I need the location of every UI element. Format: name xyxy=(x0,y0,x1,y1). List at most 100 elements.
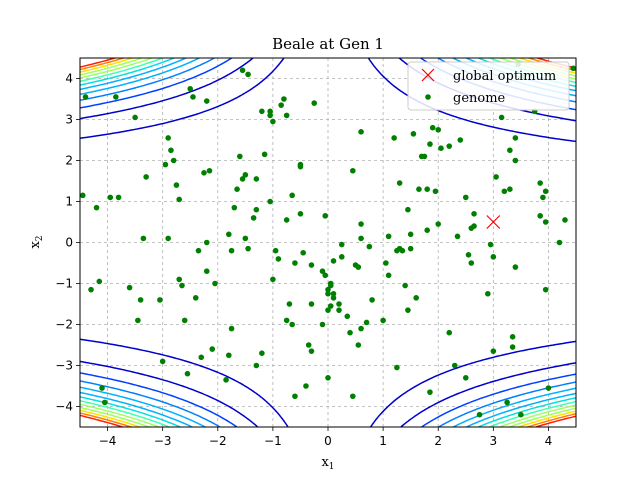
x-tick-label: 4 xyxy=(545,434,553,448)
genome-point xyxy=(327,303,334,309)
genome-point xyxy=(391,135,397,141)
genome-point xyxy=(358,325,364,332)
y-tick-label: −4 xyxy=(55,400,73,414)
genome-point xyxy=(270,276,276,283)
genome-point xyxy=(245,71,251,78)
genome-point xyxy=(187,85,194,92)
axis-ticks: −4 −3 −2 −1 0 1 2 3 4 −4 −3 −2 −1 0 1 2 3 4 xyxy=(55,72,552,449)
y-tick-label: 3 xyxy=(65,113,73,127)
genome-point xyxy=(206,167,213,174)
genome-point xyxy=(135,317,141,324)
x-tick-label: 0 xyxy=(324,434,332,448)
genome-point xyxy=(432,188,439,195)
genome-point xyxy=(325,290,331,297)
genome-point xyxy=(162,161,169,168)
x-tick-label: −3 xyxy=(154,434,172,448)
y-tick-label: 0 xyxy=(65,236,73,250)
genome-point xyxy=(468,260,475,266)
genome-point xyxy=(242,172,249,178)
x-tick-label: −1 xyxy=(264,434,282,448)
genome-point xyxy=(325,307,331,313)
genome-point xyxy=(283,317,290,324)
genome-point xyxy=(226,352,232,359)
genome-point xyxy=(330,295,337,301)
genome-point xyxy=(509,334,516,340)
genome-point xyxy=(234,186,240,192)
genome-point xyxy=(283,217,290,223)
genome-point xyxy=(369,297,375,303)
genome-point xyxy=(344,313,351,320)
optimum-marker-group xyxy=(486,215,501,229)
genome-point xyxy=(212,280,218,287)
genome-point xyxy=(487,241,494,248)
genome-point xyxy=(358,221,364,227)
legend-optimum-x-icon xyxy=(421,68,435,82)
genome-point xyxy=(82,94,89,100)
genome-point xyxy=(231,204,238,211)
genome-point xyxy=(115,194,122,201)
genome-point xyxy=(228,247,235,254)
genome-point xyxy=(237,153,243,160)
genome-point xyxy=(457,137,464,143)
genome-point xyxy=(286,301,293,307)
genome-point xyxy=(410,131,417,137)
x-tick-label: 3 xyxy=(490,434,498,448)
genome-point xyxy=(192,295,199,301)
genome-point xyxy=(507,147,513,154)
genome-point xyxy=(366,243,373,250)
genome-point xyxy=(253,206,260,213)
genome-point xyxy=(107,194,114,201)
genome-point xyxy=(157,297,163,303)
legend-box xyxy=(407,61,570,111)
genome-point xyxy=(132,114,138,121)
x-tick-label: −2 xyxy=(209,434,227,448)
legend-label-optimum: global optimum xyxy=(453,69,556,84)
genome-point xyxy=(451,362,458,369)
genome-point xyxy=(203,98,210,104)
genome-point xyxy=(358,129,364,135)
x-tick-label: −4 xyxy=(99,434,117,448)
genome-point xyxy=(427,389,433,395)
genome-point xyxy=(435,221,442,227)
genome-point xyxy=(184,370,191,377)
genome-point xyxy=(165,135,171,141)
genome-point xyxy=(253,176,260,182)
genome-point xyxy=(542,286,549,293)
y-tick-label: −3 xyxy=(55,359,73,373)
genome-point xyxy=(319,268,326,275)
genome-point xyxy=(239,176,246,182)
genome-point xyxy=(501,188,508,195)
genome-point xyxy=(283,112,290,119)
genome-point xyxy=(261,151,268,158)
optimum-stroke xyxy=(486,215,501,229)
genome-point xyxy=(96,278,103,285)
genome-point xyxy=(485,290,491,297)
genome-point xyxy=(562,217,568,223)
genome-point xyxy=(498,114,505,121)
genome-point xyxy=(350,167,356,174)
genome-point xyxy=(512,157,519,164)
genome-point xyxy=(542,219,549,225)
y-tick-label: 1 xyxy=(65,195,73,209)
genome-point xyxy=(537,180,543,186)
genome-point xyxy=(239,67,246,74)
genome-point xyxy=(380,317,386,324)
x-axis-label: x1 xyxy=(321,455,334,472)
genome-point xyxy=(424,186,431,192)
legend-genome-dot-icon xyxy=(425,94,431,100)
genome-point xyxy=(446,329,453,336)
genome-point xyxy=(438,145,444,151)
genome-point xyxy=(394,364,400,371)
genome-point xyxy=(102,399,108,406)
genome-point xyxy=(327,282,334,289)
genome-point xyxy=(462,375,469,381)
genome-point xyxy=(99,385,105,391)
genome-point xyxy=(137,297,144,303)
genome-point xyxy=(140,235,147,242)
genome-point xyxy=(363,319,370,326)
genome-point xyxy=(429,124,436,131)
genome-point xyxy=(223,377,229,383)
contour-line xyxy=(80,58,576,427)
genome-point xyxy=(308,348,315,354)
y-axis-label: x2 xyxy=(28,235,45,248)
